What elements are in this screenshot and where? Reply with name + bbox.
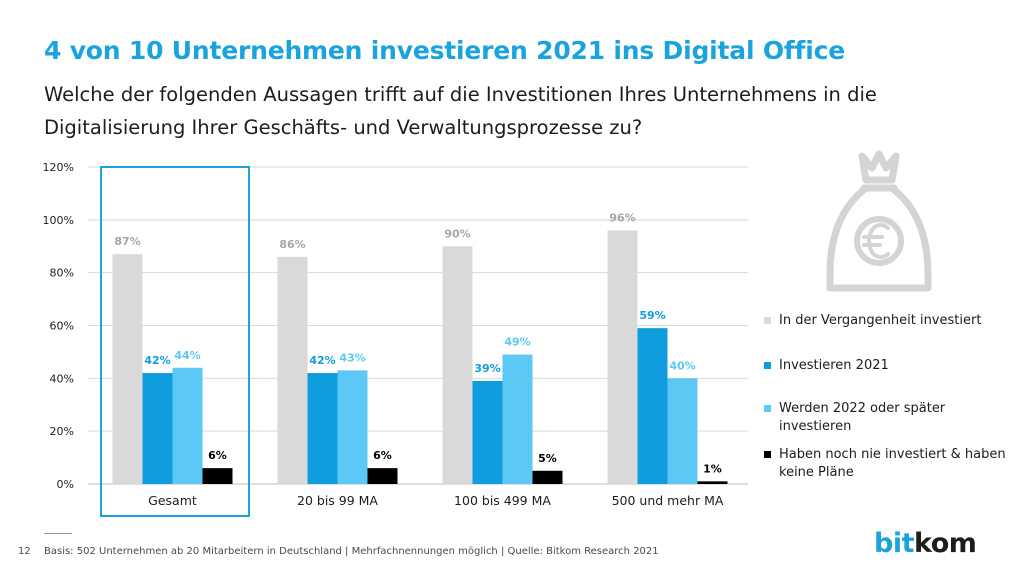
bar [502, 354, 533, 484]
legend-label: Haben noch nie investiert & haben keine … [779, 447, 1006, 480]
data-label: 6% [373, 449, 392, 462]
bitkom-logo: bitkom [874, 528, 977, 559]
bar [172, 367, 203, 484]
data-label: 40% [669, 359, 695, 372]
legend-item: Investieren 2021 [764, 357, 1009, 375]
legend-label: Werden 2022 oder später investieren [779, 401, 946, 434]
source-note: Basis: 502 Unternehmen ab 20 Mitarbeiter… [44, 546, 659, 557]
logo-text-kom: kom [914, 528, 977, 559]
data-label: 49% [504, 336, 530, 349]
data-label: 43% [339, 351, 365, 364]
slide-title: 4 von 10 Unternehmen investieren 2021 in… [44, 36, 845, 65]
x-tick-label: 500 und mehr MA [612, 493, 724, 508]
bar [667, 378, 698, 484]
legend-swatch [764, 362, 771, 369]
x-tick-label: 100 bis 499 MA [454, 493, 551, 508]
data-label: 6% [208, 449, 227, 462]
footer: 12 Basis: 502 Unternehmen ab 20 Mitarbeit… [18, 546, 659, 557]
bar [697, 481, 728, 484]
money-bag-euro-icon [826, 150, 932, 292]
legend-item: In der Vergangenheit investiert [764, 312, 1009, 330]
data-label: 39% [474, 362, 500, 375]
bar [442, 246, 473, 484]
y-tick-label: 100% [43, 214, 74, 227]
bar [112, 254, 143, 484]
bar [607, 230, 638, 484]
legend-item: Werden 2022 oder später investieren [764, 400, 1009, 436]
legend-swatch [764, 405, 771, 412]
x-tick-label: 20 bis 99 MA [297, 493, 378, 508]
data-label: 86% [279, 238, 305, 251]
data-label: 59% [639, 309, 665, 322]
y-tick-label: 60% [50, 320, 74, 333]
data-label: 5% [538, 452, 557, 465]
bar [367, 468, 398, 484]
logo-text-bit: bit [874, 528, 915, 559]
data-label: 96% [609, 211, 635, 224]
bar [532, 470, 563, 484]
bar [637, 328, 668, 484]
y-tick-label: 40% [50, 372, 74, 385]
legend-label: In der Vergangenheit investiert [779, 313, 982, 328]
bar [142, 373, 173, 484]
y-tick-label: 120% [43, 161, 74, 174]
data-label: 87% [114, 235, 140, 248]
y-tick-label: 0% [57, 478, 74, 491]
data-label: 42% [144, 354, 170, 367]
y-tick-label: 80% [50, 267, 74, 280]
bar [202, 468, 233, 484]
y-tick-label: 20% [50, 425, 74, 438]
footer-divider [44, 533, 72, 534]
data-label: 44% [174, 349, 200, 362]
legend-swatch [764, 317, 771, 324]
legend-item: Haben noch nie investiert & haben keine … [764, 446, 1009, 482]
bar [277, 256, 308, 484]
data-label: 90% [444, 227, 470, 240]
legend-swatch [764, 451, 771, 458]
x-tick-label: Gesamt [148, 493, 197, 508]
highlight-frame [100, 166, 250, 517]
data-label: 1% [703, 462, 722, 475]
page-number: 12 [18, 546, 31, 557]
legend-label: Investieren 2021 [779, 358, 889, 373]
data-label: 42% [309, 354, 335, 367]
bar [472, 380, 503, 484]
slide-subtitle: Welche der folgenden Aussagen trifft auf… [44, 83, 877, 139]
bar [337, 370, 368, 484]
bar [307, 373, 338, 484]
